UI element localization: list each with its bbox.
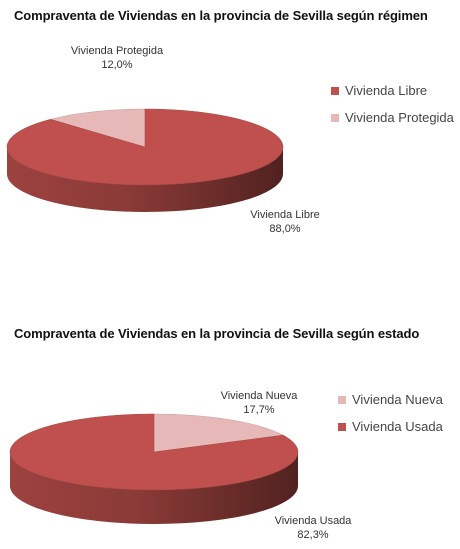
- legend-label: Vivienda Usada: [352, 419, 443, 434]
- chart-title: Compraventa de Viviendas en la provincia…: [14, 8, 428, 23]
- data-label-value: 12,0%: [101, 59, 133, 71]
- pie-slice-side-vivienda-libre: [7, 147, 283, 212]
- legend-item-vivienda-protegida: Vivienda Protegida: [331, 104, 454, 131]
- pie-slice-vivienda-nueva: [153, 413, 284, 453]
- data-label-category: Vivienda Usada: [274, 515, 352, 527]
- pie-slice-vivienda-protegida: [49, 108, 146, 148]
- data-label-category: Vivienda Libre: [250, 209, 320, 221]
- legend-swatch: [338, 395, 346, 404]
- legend: Vivienda Libre Vivienda Protegida: [331, 77, 454, 131]
- pie-chart-regimen: Compraventa de Viviendas en la provincia…: [0, 0, 460, 260]
- data-label-value: 17,7%: [243, 404, 275, 416]
- data-label-vivienda-nueva: Vivienda Nueva 17,7%: [221, 389, 298, 417]
- legend-label: Vivienda Protegida: [345, 110, 454, 125]
- pie-plot: [9, 413, 299, 524]
- chart-title: Compraventa de Viviendas en la provincia…: [14, 326, 420, 341]
- pie-plot: [6, 108, 284, 212]
- data-label-vivienda-protegida: Vivienda Protegida 12,0%: [71, 44, 163, 72]
- pie-chart-estado: Compraventa de Viviendas en la provincia…: [0, 318, 460, 549]
- data-label-category: Vivienda Nueva: [220, 390, 298, 402]
- pie-slice-side-vivienda-usada: [10, 452, 298, 524]
- data-label-category: Vivienda Protegida: [70, 45, 164, 57]
- data-label-vivienda-usada: Vivienda Usada 82,3%: [275, 514, 352, 542]
- legend-swatch: [331, 86, 339, 95]
- legend-label: Vivienda Libre: [345, 83, 428, 98]
- pie-slice-vivienda-libre: [6, 108, 284, 186]
- pie-slice-vivienda-usada: [9, 413, 299, 491]
- data-label-vivienda-libre: Vivienda Libre 88,0%: [250, 208, 320, 236]
- legend-swatch: [331, 113, 339, 122]
- data-label-value: 88,0%: [269, 223, 301, 235]
- legend-swatch: [338, 422, 346, 431]
- legend: Vivienda Nueva Vivienda Usada: [338, 386, 443, 440]
- legend-item-vivienda-nueva: Vivienda Nueva: [338, 386, 443, 413]
- data-label-value: 82,3%: [297, 529, 329, 541]
- legend-label: Vivienda Nueva: [352, 392, 443, 407]
- legend-item-vivienda-usada: Vivienda Usada: [338, 413, 443, 440]
- legend-item-vivienda-libre: Vivienda Libre: [331, 77, 454, 104]
